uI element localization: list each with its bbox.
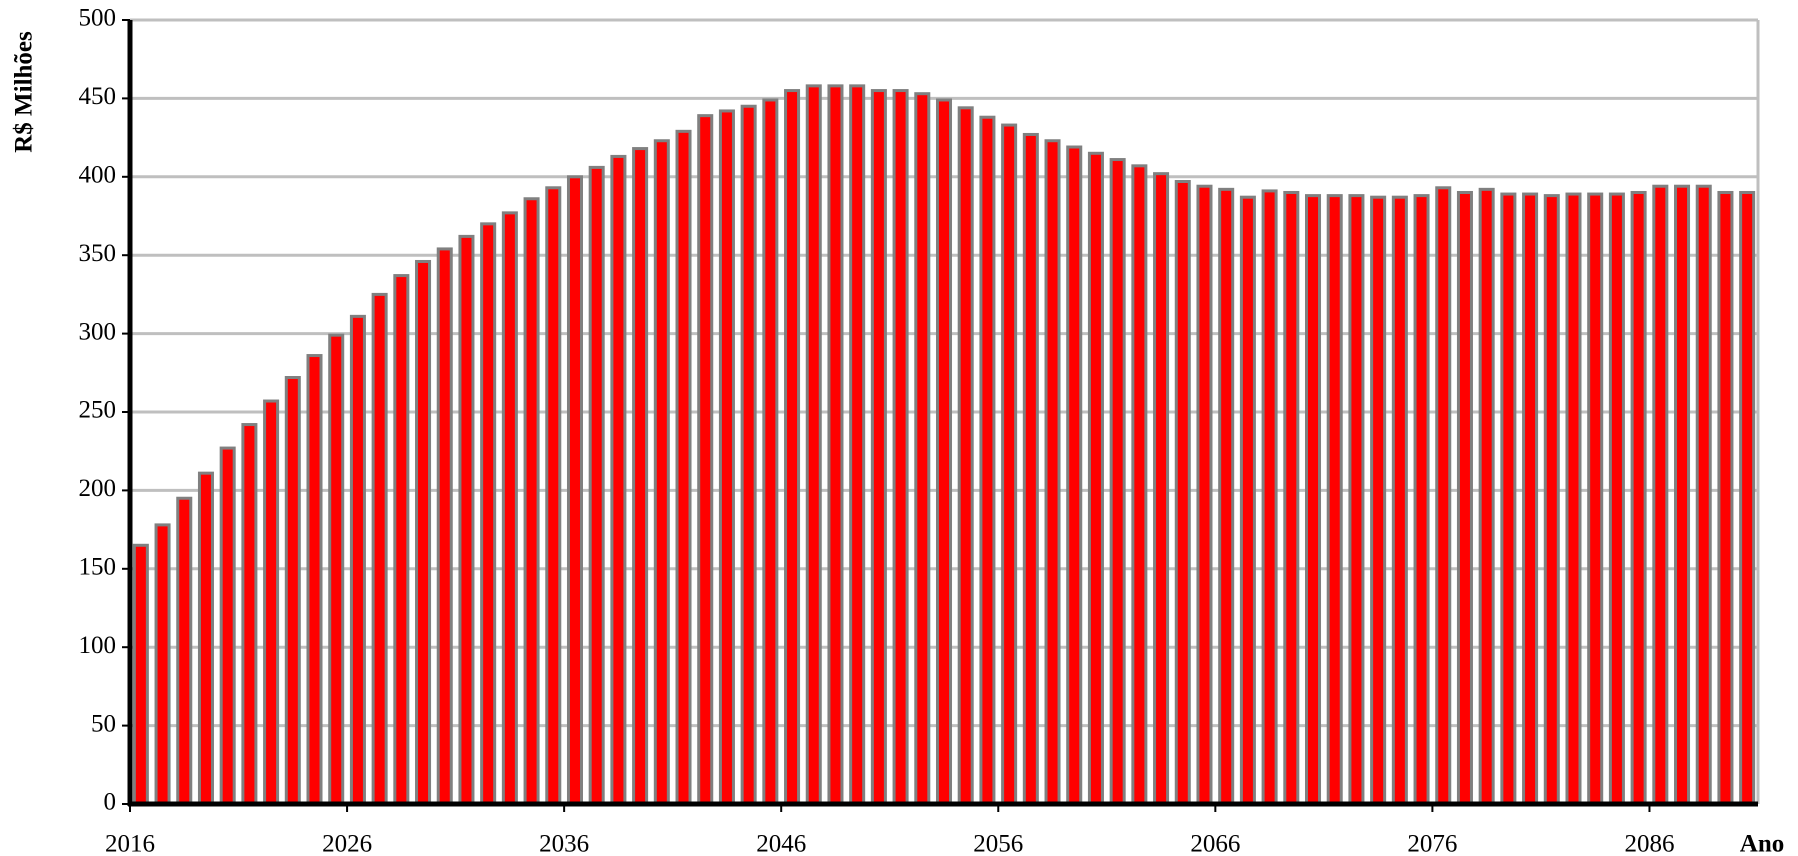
bar xyxy=(1543,194,1560,806)
y-tick-label: 500 xyxy=(79,5,117,32)
bar xyxy=(827,84,844,806)
bar xyxy=(328,333,345,806)
bar xyxy=(263,399,280,806)
x-tick-label: 2026 xyxy=(322,831,372,856)
bar xyxy=(523,197,540,806)
bar xyxy=(1500,192,1517,806)
x-tick-label: 2036 xyxy=(539,831,589,856)
bar xyxy=(480,222,497,806)
bar xyxy=(762,98,779,806)
bar xyxy=(415,259,432,806)
bar xyxy=(1674,184,1691,806)
bar xyxy=(1001,123,1018,806)
bar xyxy=(241,423,258,806)
y-tick-label: 50 xyxy=(91,710,116,737)
bar xyxy=(1218,187,1235,806)
bar xyxy=(1522,192,1539,806)
bar xyxy=(393,274,410,806)
bar xyxy=(1022,132,1039,806)
bar xyxy=(957,106,974,806)
bar xyxy=(1391,195,1408,806)
bar xyxy=(566,175,583,806)
bar xyxy=(1239,195,1256,806)
y-tick-label: 300 xyxy=(79,318,117,345)
bar xyxy=(371,292,388,806)
x-tick-label: 2086 xyxy=(1624,831,1674,856)
bar xyxy=(675,129,692,806)
bar xyxy=(697,114,714,806)
bar xyxy=(219,446,236,806)
bar xyxy=(1652,184,1669,806)
bar xyxy=(1413,194,1430,806)
bar xyxy=(740,104,757,806)
bar xyxy=(1717,190,1734,806)
y-tick-label: 100 xyxy=(79,632,117,659)
bar xyxy=(1283,190,1300,806)
y-tick-label: 350 xyxy=(79,240,117,267)
y-tick-label: 150 xyxy=(79,554,117,581)
y-tick-label: 450 xyxy=(79,83,117,110)
bar xyxy=(1587,192,1604,806)
bar xyxy=(1565,192,1582,806)
bar xyxy=(1456,190,1473,806)
bar xyxy=(805,84,822,806)
bar xyxy=(545,186,562,806)
y-tick-label: 200 xyxy=(79,475,117,502)
bar xyxy=(154,523,171,806)
y-tick-label: 250 xyxy=(79,397,117,424)
x-tick-label: 2076 xyxy=(1407,831,1457,856)
x-tick-label: 2066 xyxy=(1190,831,1240,856)
x-tick-label: 2016 xyxy=(105,831,155,856)
bar xyxy=(1608,192,1625,806)
bar xyxy=(132,543,149,806)
bar xyxy=(632,147,649,806)
bar xyxy=(1739,190,1756,806)
bar xyxy=(1305,194,1322,806)
bar xyxy=(1066,145,1083,806)
x-axis-label: Ano xyxy=(1740,831,1784,856)
bar xyxy=(1087,151,1104,806)
bar xyxy=(935,98,953,806)
bar xyxy=(784,89,801,806)
x-tick-label: 2046 xyxy=(756,831,806,856)
bar xyxy=(284,376,301,806)
bar xyxy=(1196,184,1213,806)
bar xyxy=(1153,172,1170,806)
bar xyxy=(1478,187,1495,806)
bar xyxy=(349,314,366,806)
x-tick-label: 2056 xyxy=(973,831,1023,856)
bar xyxy=(1348,194,1365,806)
bar xyxy=(1370,195,1387,806)
bar xyxy=(1174,180,1191,806)
y-tick-label: 400 xyxy=(79,162,117,189)
y-tick-label: 0 xyxy=(104,789,117,816)
bar xyxy=(914,92,931,806)
bar xyxy=(1435,186,1452,806)
bar xyxy=(1044,139,1061,806)
bar xyxy=(892,89,909,806)
bar xyxy=(1695,184,1712,806)
bar xyxy=(718,109,735,806)
bar xyxy=(436,247,453,806)
bar xyxy=(849,84,866,806)
bar xyxy=(197,471,214,806)
bar xyxy=(306,354,323,806)
bar xyxy=(458,234,475,806)
bar xyxy=(1261,189,1278,806)
bar xyxy=(501,211,518,806)
bar xyxy=(588,165,605,806)
y-axis-label: R$ Milhões xyxy=(11,31,38,153)
bar xyxy=(1131,164,1148,806)
bar xyxy=(610,154,627,806)
bar xyxy=(1109,158,1126,806)
bar xyxy=(653,139,670,806)
bar xyxy=(176,496,193,806)
bar xyxy=(870,89,887,806)
bar xyxy=(1326,194,1343,806)
bar xyxy=(1630,190,1647,806)
bar xyxy=(979,115,996,806)
